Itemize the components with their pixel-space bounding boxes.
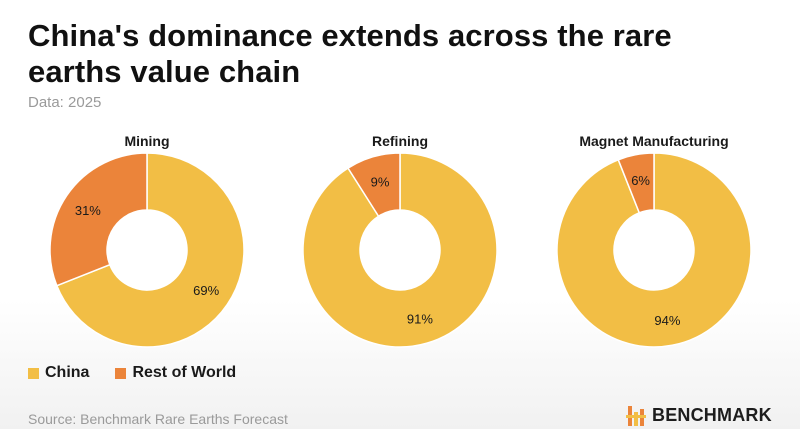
label-mining-china: 69% (193, 283, 219, 298)
label-mining-rest-of-world: 31% (75, 203, 101, 218)
chart-title-magnet-manufacturing: Magnet Manufacturing (579, 133, 728, 149)
benchmark-logo-icon (626, 405, 646, 426)
slice-magnet-manufacturing-rest-of-world (617, 152, 655, 214)
donut-charts: Mining 69% 31% Refining 91% 9% Magnet Manufact… (49, 133, 752, 348)
legend-label-china: China (45, 364, 90, 381)
chart-subtitle: Data: 2025 (28, 94, 102, 111)
legend-label-rest-of-world: Rest of World (132, 364, 237, 381)
legend-item-rest-of-world: Rest of World (115, 364, 236, 382)
legend-swatch-china (28, 367, 39, 379)
source-note: Source: Benchmark Rare Earths Forecast (28, 411, 288, 427)
brand-name: BENCHMARK (652, 405, 772, 425)
chart-title-mining: Mining (124, 133, 169, 149)
chart-title: China's dominance extends across the rar… (28, 18, 672, 89)
label-magnet-manufacturing-rest-of-world: 6% (631, 173, 650, 188)
chart-title-refining: Refining (372, 133, 428, 149)
label-refining-china: 91% (407, 312, 433, 327)
slice-magnet-manufacturing-china (556, 152, 752, 348)
brand-logo: BENCHMARK (626, 405, 772, 426)
legend-swatch-rest-of-world (115, 367, 127, 379)
slice-refining-china (302, 152, 498, 348)
legend: China Rest of World (28, 364, 262, 382)
slice-mining-rest-of-world (49, 152, 148, 287)
slice-refining-rest-of-world (346, 152, 401, 218)
slice-mining-china (55, 152, 245, 348)
label-magnet-manufacturing-china: 94% (654, 313, 680, 328)
legend-item-china: China (28, 364, 89, 382)
label-refining-rest-of-world: 9% (371, 174, 390, 189)
